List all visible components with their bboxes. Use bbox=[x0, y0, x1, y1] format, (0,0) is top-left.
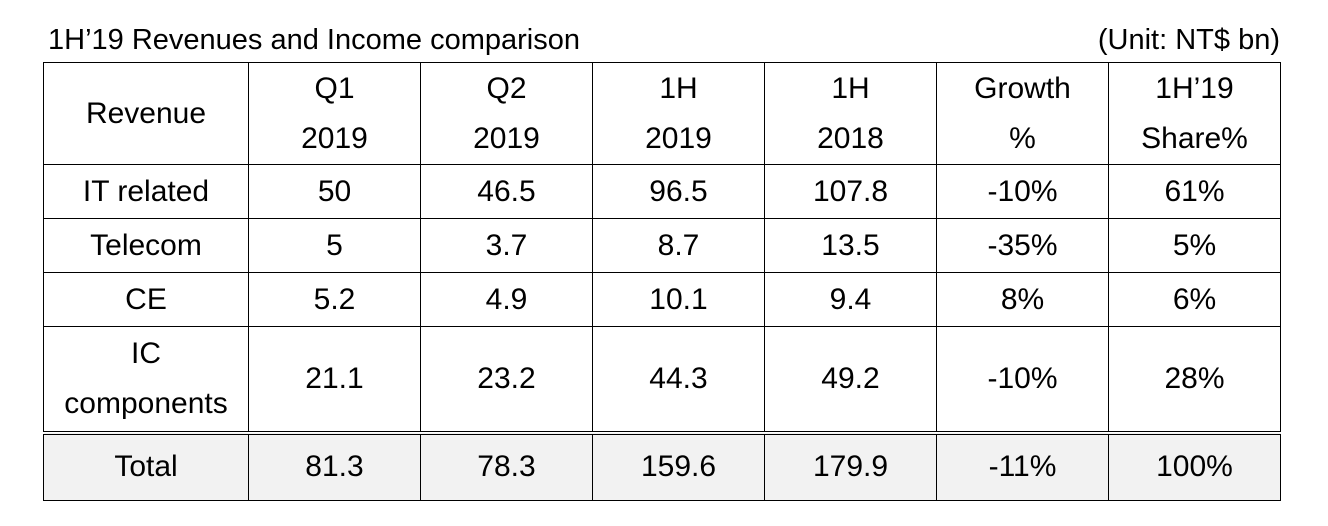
cell-value: 9.4 bbox=[764, 272, 937, 327]
cell-value: 8% bbox=[936, 272, 1109, 327]
cell-value: 61% bbox=[1108, 164, 1281, 219]
cell-value: 159.6 bbox=[592, 430, 765, 501]
revenue-table: Revenue Q1 2019 Q2 2019 1H 2019 1H 2018 Grow… bbox=[43, 62, 1281, 501]
table-row-ic-components: IC components 21.1 23.2 44.3 49.2 -10% 28… bbox=[43, 326, 1281, 433]
header-line: Growth bbox=[974, 71, 1071, 105]
cell-value: 28% bbox=[1108, 326, 1281, 433]
cell-value: -11% bbox=[936, 430, 1109, 501]
header-line: 2019 bbox=[473, 121, 540, 155]
cell-value: 21.1 bbox=[248, 326, 421, 433]
cell-value: 49.2 bbox=[764, 326, 937, 433]
header-line: Share% bbox=[1141, 121, 1248, 155]
row-label: Telecom bbox=[43, 218, 249, 273]
cell-value: 44.3 bbox=[592, 326, 765, 433]
cell-value: 5 bbox=[248, 218, 421, 273]
row-label: Total bbox=[43, 430, 249, 501]
header-row: Revenue Q1 2019 Q2 2019 1H 2019 1H 2018 Grow… bbox=[43, 62, 1281, 165]
header-1h-2018: 1H 2018 bbox=[764, 62, 937, 165]
cell-value: -35% bbox=[936, 218, 1109, 273]
cell-value: 5% bbox=[1108, 218, 1281, 273]
header-1h-2019: 1H 2019 bbox=[592, 62, 765, 165]
cell-value: 6% bbox=[1108, 272, 1281, 327]
header-line: Q2 bbox=[486, 71, 527, 105]
header-line: % bbox=[1009, 121, 1036, 155]
row-label: CE bbox=[43, 272, 249, 327]
cell-value: -10% bbox=[936, 326, 1109, 433]
cell-value: 81.3 bbox=[248, 430, 421, 501]
header-q2-2019: Q2 2019 bbox=[420, 62, 593, 165]
cell-value: 10.1 bbox=[592, 272, 765, 327]
table-title: 1H’19 Revenues and Income comparison bbox=[48, 24, 580, 56]
unit-note: (Unit: NT$ bn) bbox=[1097, 24, 1280, 56]
row-label: IC components bbox=[43, 326, 249, 433]
cell-value: 50 bbox=[248, 164, 421, 219]
cell-value: 46.5 bbox=[420, 164, 593, 219]
header-line: 1H bbox=[831, 71, 870, 105]
cell-value: 96.5 bbox=[592, 164, 765, 219]
table-row-it-related: IT related 50 46.5 96.5 107.8 -10% 61% bbox=[43, 164, 1281, 219]
cell-value: 4.9 bbox=[420, 272, 593, 327]
table-row-telecom: Telecom 5 3.7 8.7 13.5 -35% 5% bbox=[43, 218, 1281, 273]
header-revenue: Revenue bbox=[43, 62, 249, 165]
header-q1-2019: Q1 2019 bbox=[248, 62, 421, 165]
header-line: 1H’19 bbox=[1155, 71, 1234, 105]
row-label: IT related bbox=[43, 164, 249, 219]
table-caption: 1H’19 Revenues and Income comparison (Un… bbox=[48, 18, 1280, 62]
table-row-total: Total 81.3 78.3 159.6 179.9 -11% 100% bbox=[43, 430, 1281, 501]
cell-value: 100% bbox=[1108, 430, 1281, 501]
header-line: 2019 bbox=[645, 121, 712, 155]
cell-value: 3.7 bbox=[420, 218, 593, 273]
cell-value: 5.2 bbox=[248, 272, 421, 327]
table-row-ce: CE 5.2 4.9 10.1 9.4 8% 6% bbox=[43, 272, 1281, 327]
cell-value: 78.3 bbox=[420, 430, 593, 501]
cell-value: 179.9 bbox=[764, 430, 937, 501]
header-line: Q1 bbox=[314, 71, 355, 105]
cell-value: 23.2 bbox=[420, 326, 593, 433]
cell-value: -10% bbox=[936, 164, 1109, 219]
row-label-line: IC bbox=[131, 336, 161, 370]
row-label-line: components bbox=[64, 386, 228, 420]
cell-value: 8.7 bbox=[592, 218, 765, 273]
header-line: 2018 bbox=[817, 121, 884, 155]
header-line: 2019 bbox=[301, 121, 368, 155]
header-growth: Growth% bbox=[936, 62, 1109, 165]
header-share: 1H’19 Share% bbox=[1108, 62, 1281, 165]
cell-value: 13.5 bbox=[764, 218, 937, 273]
header-line: 1H bbox=[659, 71, 698, 105]
cell-value: 107.8 bbox=[764, 164, 937, 219]
